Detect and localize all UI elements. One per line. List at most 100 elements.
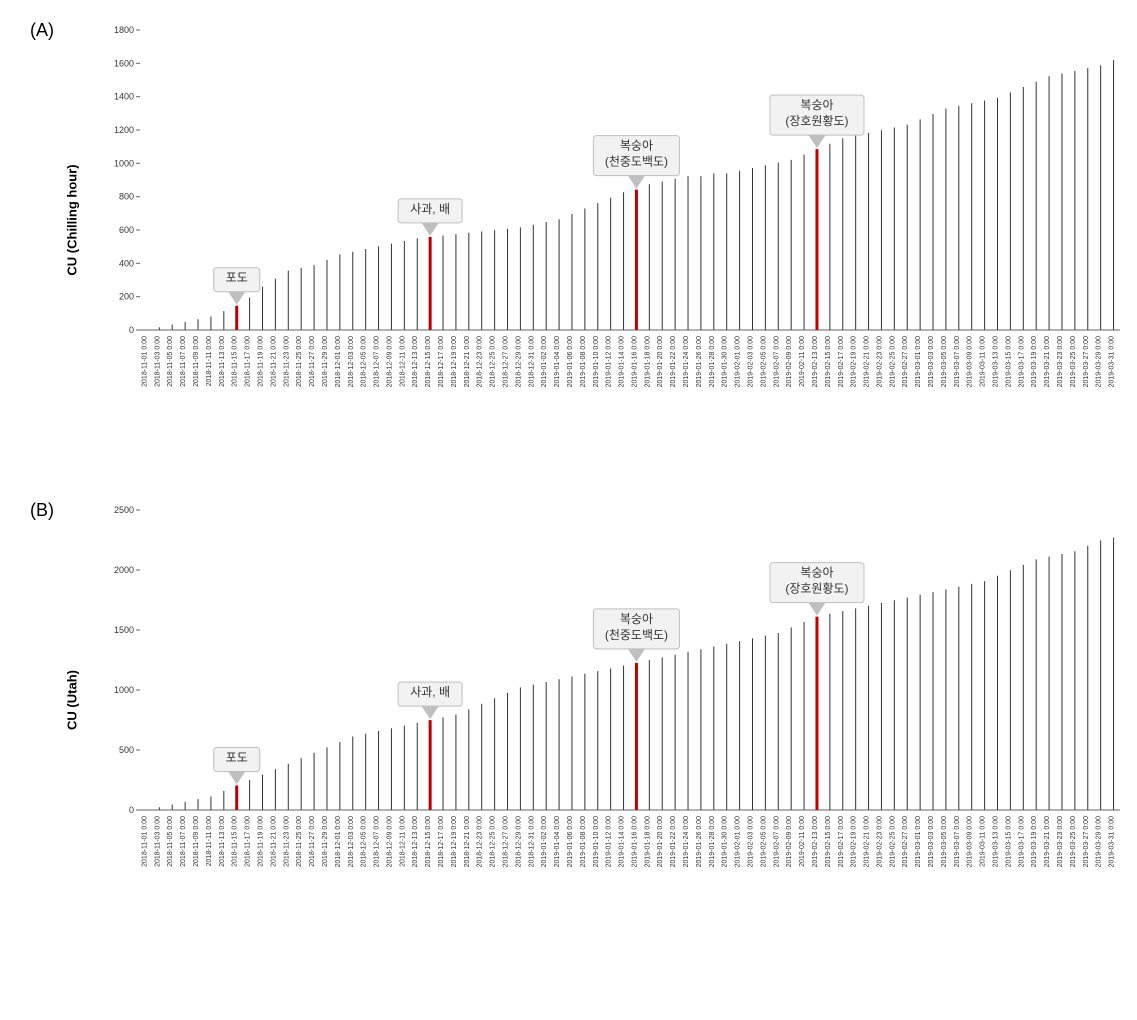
xtick-label: 2019-02-19 0:00 [851, 336, 858, 387]
ytick-label: 1200 [114, 125, 134, 135]
ytick-label: 800 [119, 192, 134, 202]
xtick-label: 2018-11-11 0:00 [206, 336, 213, 386]
callout-label: 사과, 배 [410, 202, 450, 216]
chart-a-wrap: CU (Chilling hour) 020040060080010001200… [100, 20, 1107, 420]
xtick-label: 2019-03-05 0:00 [941, 336, 948, 387]
xtick-label: 2019-02-03 0:00 [748, 816, 755, 867]
ytick-label: 500 [119, 745, 134, 755]
xtick-label: 2019-03-21 0:00 [1044, 336, 1051, 387]
xtick-label: 2018-12-25 0:00 [490, 336, 497, 387]
xtick-label: 2019-02-05 0:00 [760, 816, 767, 867]
xtick-label: 2019-02-07 0:00 [773, 336, 780, 387]
xtick-label: 2018-12-29 0:00 [515, 336, 522, 387]
xtick-label: 2019-01-24 0:00 [683, 336, 690, 387]
ytick-label: 1600 [114, 58, 134, 68]
xtick-label: 2019-01-12 0:00 [606, 336, 613, 387]
xtick-label: 2018-11-25 0:00 [296, 336, 303, 387]
xtick-label: 2018-12-27 0:00 [503, 336, 510, 387]
xtick-label: 2019-01-28 0:00 [709, 816, 716, 867]
panel-a-label: (A) [30, 20, 54, 41]
xtick-label: 2018-12-05 0:00 [361, 336, 368, 387]
xtick-label: 2019-01-06 0:00 [567, 336, 574, 387]
xtick-label: 2018-11-11 0:00 [206, 816, 213, 866]
panel-a: (A) CU (Chilling hour) 02004006008001000… [30, 20, 1107, 420]
xtick-label: 2018-11-01 0:00 [141, 816, 148, 867]
xtick-label: 2019-01-06 0:00 [567, 816, 574, 867]
callout-pointer-icon [628, 176, 644, 188]
xtick-label: 2019-03-03 0:00 [928, 336, 935, 387]
xtick-label: 2018-12-17 0:00 [438, 336, 445, 387]
xtick-label: 2018-11-23 0:00 [283, 816, 290, 867]
callout-pointer-icon [628, 649, 644, 661]
xtick-label: 2018-12-23 0:00 [477, 816, 484, 867]
xtick-label: 2018-12-27 0:00 [503, 816, 510, 867]
callout-pointer-icon [422, 706, 438, 718]
xtick-label: 2019-03-13 0:00 [993, 816, 1000, 867]
chart-b: 050010001500200025002018-11-01 0:002018-… [100, 500, 1130, 900]
xtick-label: 2019-02-25 0:00 [889, 816, 896, 867]
callout-label: 포도 [226, 750, 248, 764]
callout-label: 복숭아 [620, 139, 653, 153]
xtick-label: 2018-11-15 0:00 [232, 336, 239, 387]
xtick-label: 2019-03-29 0:00 [1096, 336, 1103, 387]
xtick-label: 2019-01-14 0:00 [619, 816, 626, 867]
xtick-label: 2019-03-11 0:00 [980, 816, 987, 867]
xtick-label: 2019-01-04 0:00 [554, 816, 561, 867]
xtick-label: 2019-01-28 0:00 [709, 336, 716, 387]
callout-pointer-icon [229, 771, 245, 783]
xtick-label: 2019-01-12 0:00 [606, 816, 613, 867]
xtick-label: 2018-12-03 0:00 [348, 336, 355, 387]
callout-pointer-icon [422, 223, 438, 235]
ytick-label: 2000 [114, 565, 134, 575]
xtick-label: 2018-11-13 0:00 [219, 816, 226, 867]
xtick-label: 2018-11-09 0:00 [193, 816, 200, 867]
page: (A) CU (Chilling hour) 02004006008001000… [0, 0, 1137, 1020]
xtick-label: 2018-12-09 0:00 [386, 816, 393, 867]
xtick-label: 2018-11-03 0:00 [154, 816, 161, 867]
xtick-label: 2019-01-16 0:00 [631, 336, 638, 387]
xtick-label: 2019-02-21 0:00 [864, 816, 871, 867]
xtick-label: 2018-12-25 0:00 [490, 816, 497, 867]
callout-label: (장호원황도) [785, 114, 848, 128]
ytick-label: 1000 [114, 685, 134, 695]
xtick-label: 2019-02-13 0:00 [812, 816, 819, 867]
xtick-label: 2018-11-23 0:00 [283, 336, 290, 387]
xtick-label: 2019-03-09 0:00 [967, 816, 974, 867]
xtick-label: 2019-01-26 0:00 [696, 336, 703, 387]
ytick-label: 2500 [114, 505, 134, 515]
xtick-label: 2019-01-16 0:00 [631, 816, 638, 867]
xtick-label: 2019-02-03 0:00 [748, 336, 755, 387]
xtick-label: 2018-12-11 0:00 [399, 816, 406, 867]
callout-label: (천중도백도) [605, 154, 668, 169]
xtick-label: 2019-03-01 0:00 [915, 336, 922, 387]
xtick-label: 2018-11-07 0:00 [180, 816, 187, 867]
ytick-label: 600 [119, 225, 134, 235]
callout-label: (장호원황도) [785, 582, 848, 596]
xtick-label: 2018-11-25 0:00 [296, 816, 303, 867]
xtick-label: 2019-02-17 0:00 [838, 336, 845, 387]
xtick-label: 2018-12-21 0:00 [464, 336, 471, 387]
xtick-label: 2019-03-27 0:00 [1083, 336, 1090, 387]
xtick-label: 2019-02-11 0:00 [799, 336, 806, 387]
xtick-label: 2019-03-27 0:00 [1083, 816, 1090, 867]
xtick-label: 2018-11-05 0:00 [167, 336, 174, 387]
callout-label: 복숭아 [620, 612, 653, 626]
ytick-label: 200 [119, 292, 134, 302]
xtick-label: 2019-03-31 0:00 [1109, 336, 1116, 387]
xtick-label: 2018-12-19 0:00 [451, 816, 458, 867]
xtick-label: 2019-01-30 0:00 [722, 816, 729, 867]
xtick-label: 2019-02-19 0:00 [851, 816, 858, 867]
xtick-label: 2019-01-22 0:00 [670, 336, 677, 387]
callout-pointer-icon [809, 603, 825, 615]
xtick-label: 2018-11-27 0:00 [309, 336, 316, 387]
xtick-label: 2019-01-24 0:00 [683, 816, 690, 867]
xtick-label: 2019-01-08 0:00 [580, 816, 587, 867]
callout-label: 복숭아 [800, 566, 833, 580]
xtick-label: 2019-02-09 0:00 [786, 816, 793, 867]
xtick-label: 2019-03-25 0:00 [1070, 816, 1077, 867]
panel-b: (B) CU (Utah) 050010001500200025002018-1… [30, 500, 1107, 900]
xtick-label: 2019-01-14 0:00 [619, 336, 626, 387]
xtick-label: 2019-03-23 0:00 [1057, 336, 1064, 387]
xtick-label: 2018-12-13 0:00 [412, 336, 419, 387]
xtick-label: 2019-03-23 0:00 [1057, 816, 1064, 867]
